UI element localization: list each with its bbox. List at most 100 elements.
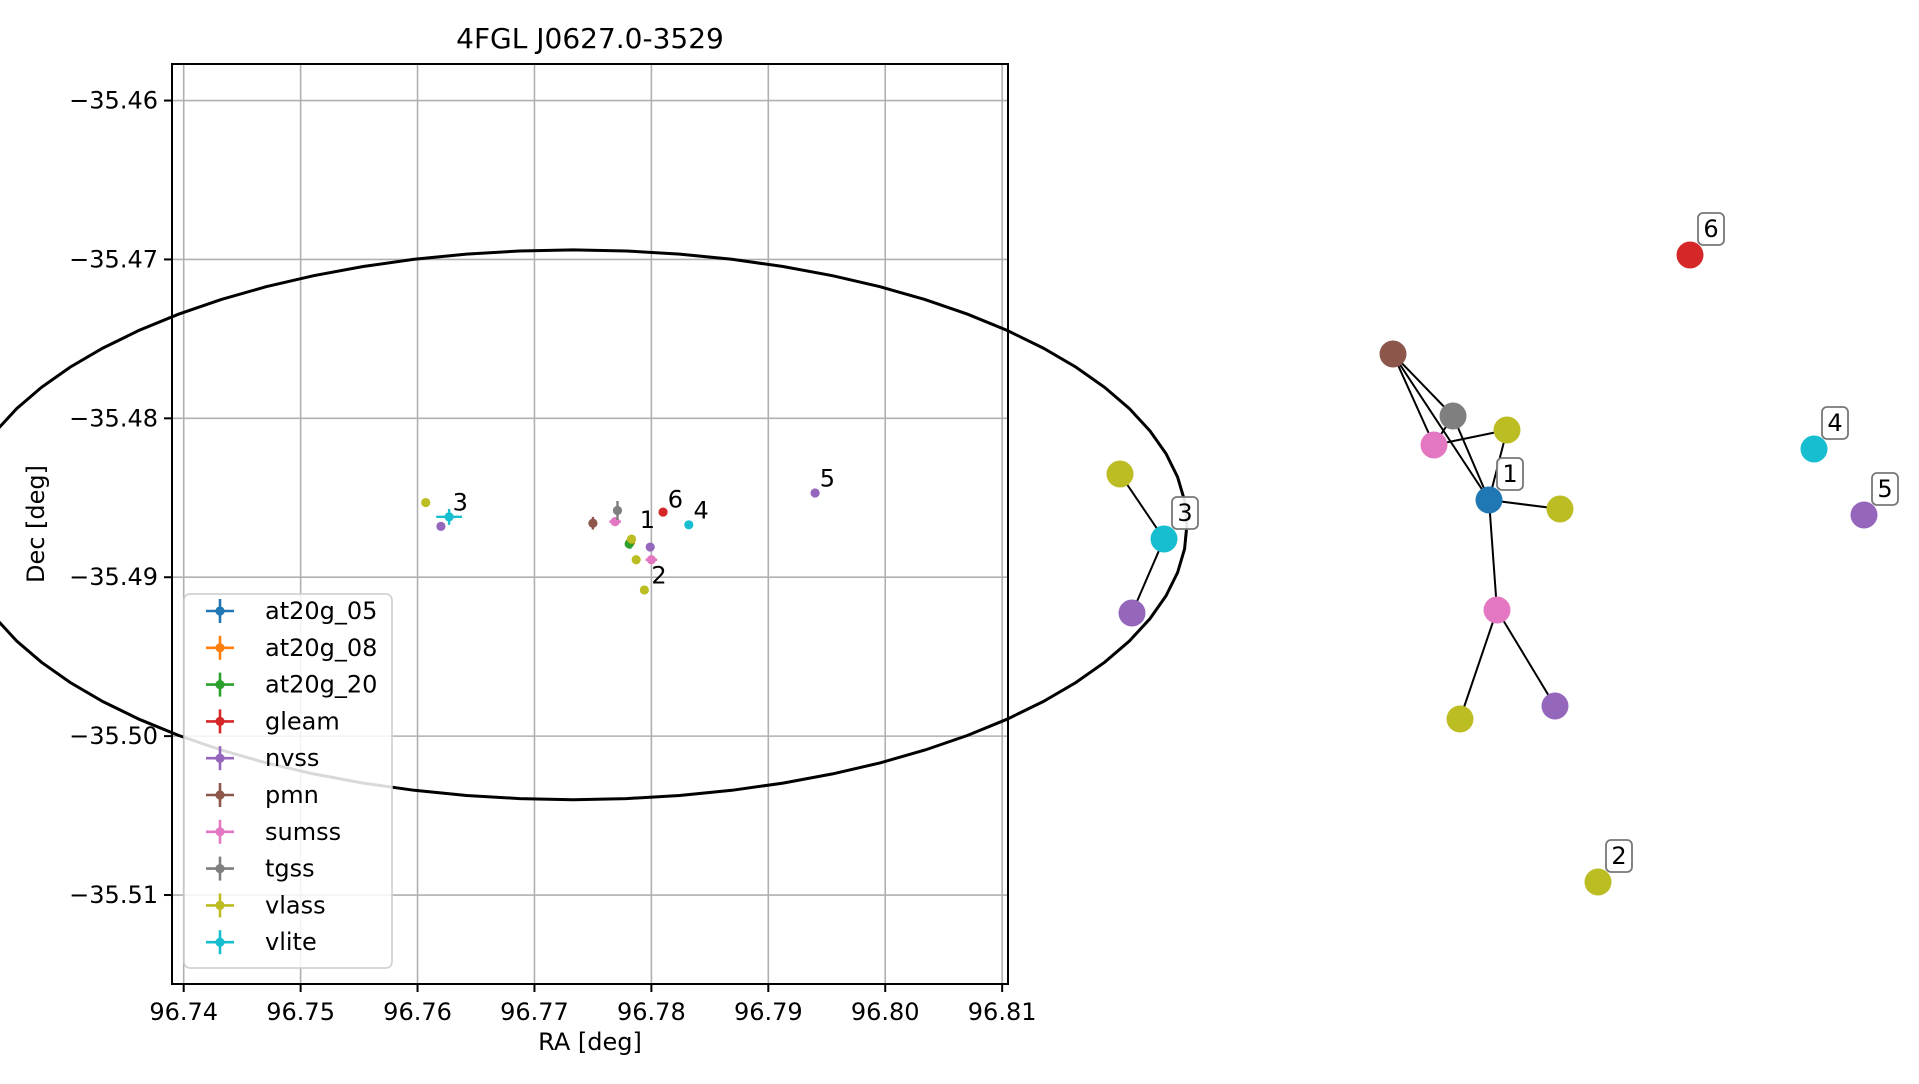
network-label-box (1496, 457, 1524, 491)
data-point (444, 512, 454, 522)
network-node-nvss (1850, 501, 1878, 529)
point-sumss (645, 555, 658, 565)
network-edge (1488, 499, 1498, 611)
legend-item-pmn: pmn (206, 781, 319, 809)
network-label-box (1871, 472, 1899, 506)
network-edge (1392, 353, 1490, 501)
legend-item-vlass: vlass (206, 891, 326, 919)
legend-label: at20g_08 (265, 634, 377, 662)
legend-label: at20g_05 (265, 597, 377, 625)
network-node-vlite (1150, 525, 1178, 553)
x-tick-label: 96.76 (383, 998, 452, 1026)
network-edge (1459, 609, 1498, 720)
legend-label: vlass (265, 891, 326, 919)
network-node-vlass (1493, 416, 1521, 444)
network-node-vlass (1106, 460, 1134, 488)
legend-label: nvss (265, 744, 319, 772)
data-point (612, 505, 623, 516)
legend-item-at20g_05: at20g_05 (206, 597, 377, 625)
network-labels: 1 2 3 4 5 6 (1171, 212, 1899, 873)
network-label-box (1171, 496, 1199, 530)
x-tick-label: 96.80 (851, 998, 920, 1026)
legend-marker (215, 827, 225, 837)
legend-marker (215, 716, 225, 727)
legend-box (183, 593, 393, 969)
chart-title: 4FGL J0627.0-3529 (456, 22, 724, 55)
point-annotation: 5 (820, 465, 835, 493)
y-axis-label: Dec [deg] (22, 465, 50, 583)
point-pmn (588, 516, 598, 530)
legend-item-at20g_08: at20g_08 (206, 634, 377, 662)
x-tick-label: 96.79 (734, 998, 803, 1026)
error-ellipse (0, 248, 1189, 802)
network-node-sumss (1483, 596, 1511, 624)
network-node-sumss (1420, 431, 1448, 459)
legend-marker (215, 864, 225, 874)
legend-item-sumss: sumss (206, 818, 341, 846)
y-tick-label: −35.47 (69, 245, 158, 273)
network-node-pmn (1379, 340, 1407, 368)
network-node-vlass (1546, 495, 1574, 523)
point-vlass (421, 497, 431, 508)
data-point (421, 497, 431, 508)
legend-label: tgss (265, 855, 315, 883)
legend-marker (215, 606, 225, 616)
data-point (631, 555, 641, 565)
network-label-box (1605, 839, 1633, 873)
network-edge (1392, 353, 1454, 417)
network-edge (1496, 609, 1556, 707)
plot-frame (171, 63, 1009, 985)
network-node-vlass (1446, 705, 1474, 733)
point-annotation: 3 (453, 488, 468, 516)
data-point (588, 518, 598, 528)
network-node-tgss (1439, 402, 1467, 430)
legend-marker (215, 900, 225, 911)
legend-label: gleam (265, 707, 340, 735)
x-tick-label: 96.78 (617, 998, 686, 1026)
network-graph: 1 2 3 4 5 6 (1106, 212, 1899, 896)
scatter-axes: 1 2 3 4 5 6 96.74 96.75 96.76 96.77 96.78 96.79 96.8… (0, 22, 1189, 1056)
point-vlass (631, 555, 641, 565)
legend-marker (215, 643, 225, 653)
data-point (646, 555, 656, 565)
legend-marker (215, 790, 225, 800)
legend-item-nvss: nvss (206, 744, 319, 772)
x-tick-label: 96.75 (266, 998, 335, 1026)
point-vlass (639, 585, 649, 595)
network-label-box (1821, 406, 1849, 440)
network-node-vlite (1800, 435, 1828, 463)
point-vlite (436, 508, 462, 525)
point-annotation: 6 (668, 485, 683, 513)
network-label-box (1697, 212, 1725, 246)
x-tick-label: 96.77 (500, 998, 569, 1026)
network-edge (1392, 353, 1435, 446)
point-annotation: 4 (693, 496, 708, 524)
point-vlass (626, 534, 637, 544)
data-point (810, 488, 820, 498)
gridlines (172, 64, 1008, 984)
point-vlite (684, 520, 694, 530)
data-point (639, 585, 649, 595)
network-node-nvss (1541, 692, 1569, 720)
legend-item-tgss: tgss (206, 855, 315, 883)
network-node-label: 1 (1502, 460, 1517, 488)
legend-item-vlite: vlite (206, 928, 317, 956)
data-point (658, 507, 668, 517)
legend-label: pmn (265, 781, 319, 809)
point-nvss (810, 488, 820, 498)
legend-label: vlite (265, 928, 317, 956)
point-annotation: 2 (651, 562, 666, 590)
point-nvss (436, 521, 446, 531)
network-edge (1452, 415, 1490, 501)
point-annotation: 1 (640, 506, 655, 534)
legend-label: sumss (265, 818, 341, 846)
y-tick-label: −35.49 (69, 563, 158, 591)
y-tick-label: −35.51 (69, 881, 158, 909)
network-node-label: 5 (1877, 475, 1892, 503)
network-node-gleam (1676, 241, 1704, 269)
data-point (645, 542, 655, 552)
x-tick-label: 96.74 (149, 998, 218, 1026)
point-gleam (658, 507, 668, 517)
